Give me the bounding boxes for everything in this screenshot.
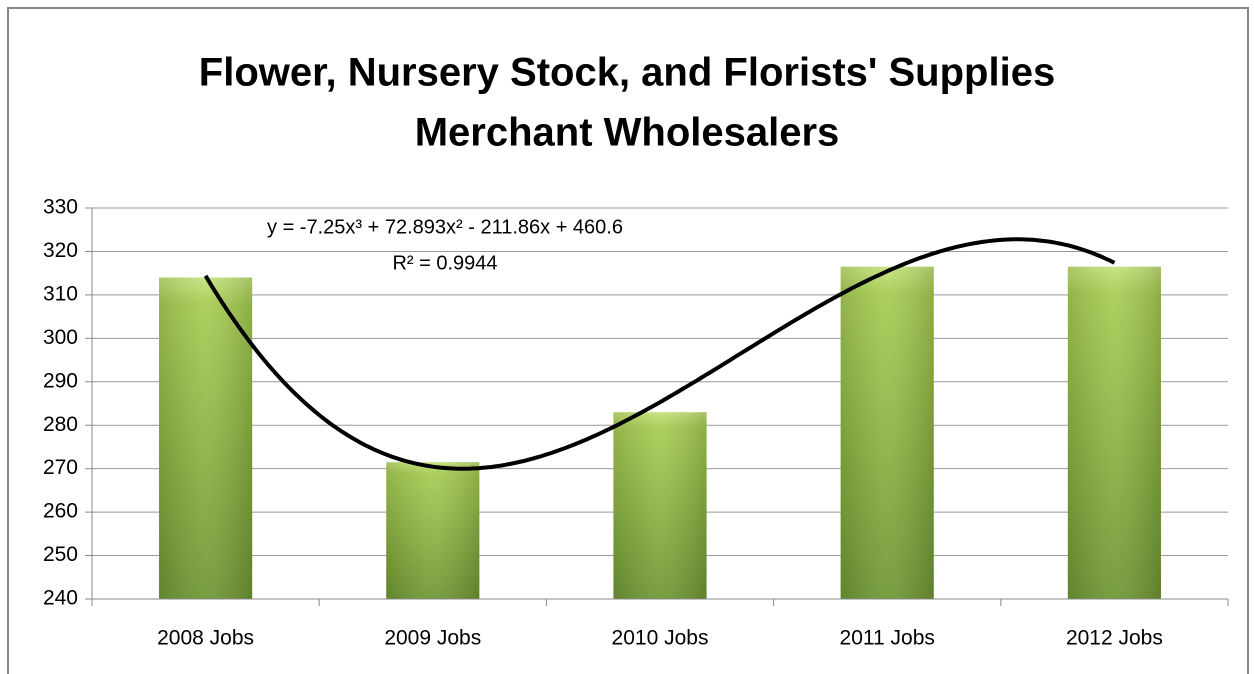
x-tick-label: 2011 Jobs [840,627,935,650]
axes: 240 250 260 270 280 290 300 310 320 330 2008 Jobs 2… [43,196,1229,650]
y-tick-label: 290 [43,369,78,392]
y-tick-label: 270 [43,456,78,479]
y-tick-label: 260 [43,500,78,523]
chart-border [7,7,1249,674]
y-tick-label: 250 [43,543,78,566]
chart-title: Merchant Wholesalers [415,111,840,155]
x-tick-label: 2010 Jobs [612,627,709,650]
bar-shade [386,462,480,599]
x-tick-label: 2008 Jobs [157,627,254,650]
bars [159,266,1161,599]
y-tick-label: 310 [43,282,78,305]
x-tick-label: 2012 Jobs [1066,627,1163,650]
bar-shade [159,277,253,599]
y-tick-label: 280 [43,413,78,436]
y-tick-label: 330 [43,196,78,219]
trendline [203,237,1116,471]
y-tick-label: 320 [43,239,78,262]
y-tick-label: 300 [43,326,78,349]
bar-shade [1067,266,1161,599]
chart-title: Flower, Nursery Stock, and Florists' Sup… [199,51,1055,95]
bar-shade [613,412,707,599]
x-tick-label: 2009 Jobs [384,627,481,650]
bar-shade [840,266,934,599]
y-tick-label: 240 [43,587,78,610]
trendline-equation: y = -7.25x³ + 72.893x² - 211.86x + 460.6 [267,216,623,238]
trendline-r-squared: R² = 0.9944 [392,252,497,274]
